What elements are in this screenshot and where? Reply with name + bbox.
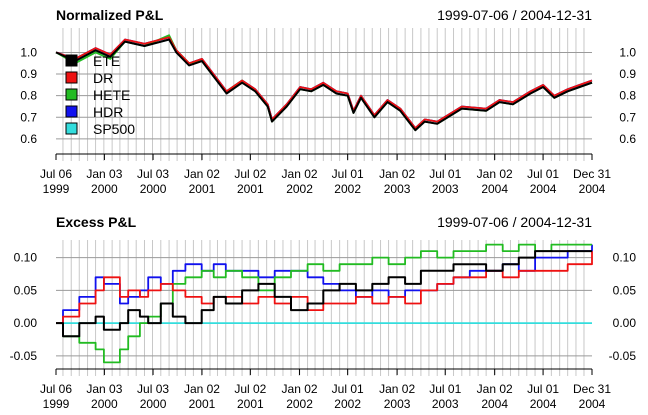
- panel2-y-ticks: -0.05 -0.05 0.00 0.00 0.05 0.05 0.10 0.10: [10, 251, 637, 363]
- y-tick-label-right: 0.7: [619, 110, 636, 124]
- panel-excess: Excess P&L 1999-07-06 / 2004-12-31 -0.05…: [10, 214, 637, 411]
- x-tick-label: Jul 02: [234, 167, 266, 181]
- legend-swatch-hete: [65, 88, 78, 101]
- x-tick-label: Jan 02: [282, 167, 318, 181]
- x-tick-year: 1999: [43, 397, 70, 411]
- x-tick-label: Dec 31: [573, 382, 611, 396]
- x-tick-year: 2002: [334, 182, 361, 196]
- x-tick-label: Jan 02: [184, 167, 220, 181]
- x-tick-label: Jul 03: [137, 167, 169, 181]
- x-tick-year: 2004: [579, 397, 606, 411]
- panel2-range: 1999-07-06 / 2004-12-31: [437, 214, 592, 230]
- series-line-hete: [56, 243, 592, 364]
- x-tick-label: Jul 01: [332, 382, 364, 396]
- x-tick-year: 2003: [384, 182, 411, 196]
- legend-label-hdr: HDR: [93, 104, 123, 120]
- x-tick-year: 2000: [140, 397, 167, 411]
- panel2-title: Excess P&L: [56, 214, 137, 230]
- legend-swatch-dr: [65, 71, 78, 84]
- x-tick-label: Jul 01: [527, 382, 559, 396]
- x-tick-year: 2004: [530, 397, 557, 411]
- y-tick-label-right: 0.8: [619, 89, 636, 103]
- x-tick-label: Jan 03: [86, 382, 122, 396]
- x-tick-year: 2004: [481, 182, 508, 196]
- x-tick-year: 2002: [286, 397, 313, 411]
- series-line-hdr: [56, 244, 593, 324]
- series-line-dr: [55, 36, 593, 129]
- y-tick-label-left: 0.7: [20, 110, 37, 124]
- series-line-dr: [56, 251, 593, 324]
- x-tick-label: Dec 31: [573, 167, 611, 181]
- y-tick-label-left: 1.0: [20, 45, 37, 59]
- series-line-ete: [56, 250, 592, 338]
- y-tick-label-left: 0.9: [20, 67, 37, 81]
- x-tick-year: 2001: [237, 397, 264, 411]
- x-tick-label: Jul 06: [40, 382, 72, 396]
- panel-normalized: Normalized P&L 1999-07-06 / 2004-12-31 0…: [20, 7, 636, 196]
- x-tick-label: Jul 01: [332, 167, 364, 181]
- x-tick-year: 2002: [334, 397, 361, 411]
- legend-label-sp500: SP500: [93, 121, 135, 137]
- y-tick-label-left: 0.00: [14, 316, 38, 330]
- x-tick-year: 2001: [237, 182, 264, 196]
- y-tick-label-right: 0.00: [613, 316, 637, 330]
- legend-label-hete: HETE: [93, 87, 130, 103]
- x-tick-year: 2004: [481, 397, 508, 411]
- x-tick-label: Jan 03: [86, 167, 122, 181]
- x-tick-year: 2004: [530, 182, 557, 196]
- x-tick-label: Jul 02: [234, 382, 266, 396]
- y-tick-label-left: -0.05: [10, 349, 38, 363]
- x-tick-label: Jan 02: [477, 382, 513, 396]
- panel1-range: 1999-07-06 / 2004-12-31: [437, 7, 592, 23]
- panel2-series: [56, 243, 593, 364]
- x-tick-label: Jan 02: [282, 382, 318, 396]
- y-tick-label-left: 0.8: [20, 89, 37, 103]
- x-tick-label: Jul 03: [137, 382, 169, 396]
- y-tick-label-left: 0.05: [14, 283, 38, 297]
- y-tick-label-right: 1.0: [619, 45, 636, 59]
- x-tick-year: 2000: [91, 182, 118, 196]
- x-tick-year: 2001: [189, 397, 216, 411]
- y-tick-label-left: 0.6: [20, 132, 37, 146]
- x-tick-label: Jan 02: [477, 167, 513, 181]
- y-tick-label-right: 0.6: [619, 132, 636, 146]
- x-tick-year: 2004: [579, 182, 606, 196]
- x-tick-label: Jan 02: [379, 167, 415, 181]
- legend-swatch-ete: [65, 54, 78, 67]
- legend-swatch-hdr: [65, 105, 78, 118]
- x-tick-year: 2003: [432, 397, 459, 411]
- legend-label-dr: DR: [93, 70, 113, 86]
- x-tick-label: Jul 01: [527, 167, 559, 181]
- x-tick-year: 2002: [286, 182, 313, 196]
- y-tick-label-right: 0.05: [613, 283, 637, 297]
- y-tick-label-right: 0.10: [613, 251, 637, 265]
- x-tick-year: 2003: [432, 182, 459, 196]
- y-tick-label-right: -0.05: [609, 349, 637, 363]
- panel1-title: Normalized P&L: [56, 7, 164, 23]
- x-tick-year: 2003: [384, 397, 411, 411]
- y-tick-label-right: 0.9: [619, 67, 636, 81]
- x-tick-label: Jan 02: [184, 382, 220, 396]
- legend-swatch-sp500: [65, 122, 78, 135]
- x-tick-label: Jul 01: [429, 382, 461, 396]
- panel1-y-ticks: 0.6 0.6 0.7 0.7 0.8 0.8 0.9 0.9 1.0 1.0: [20, 45, 636, 145]
- panel1-grid: [56, 28, 592, 161]
- x-tick-year: 2000: [140, 182, 167, 196]
- x-tick-year: 1999: [43, 182, 70, 196]
- x-tick-label: Jan 02: [379, 382, 415, 396]
- x-tick-year: 2001: [189, 182, 216, 196]
- panel1-series: [55, 34, 593, 132]
- x-tick-label: Jul 01: [429, 167, 461, 181]
- x-tick-label: Jul 06: [40, 167, 72, 181]
- x-tick-year: 2000: [91, 397, 118, 411]
- y-tick-label-left: 0.10: [14, 251, 38, 265]
- legend-label-ete: ETE: [93, 53, 120, 69]
- series-line-ete: [55, 38, 593, 132]
